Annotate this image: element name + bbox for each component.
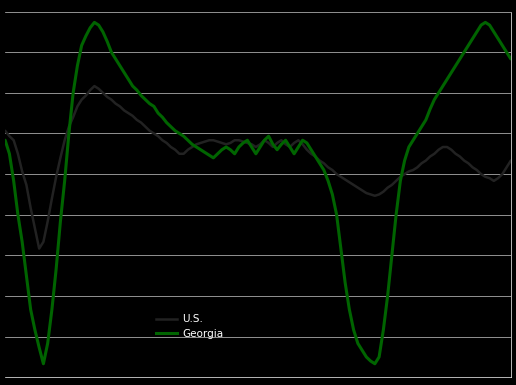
Legend: U.S., Georgia: U.S., Georgia <box>152 310 228 343</box>
